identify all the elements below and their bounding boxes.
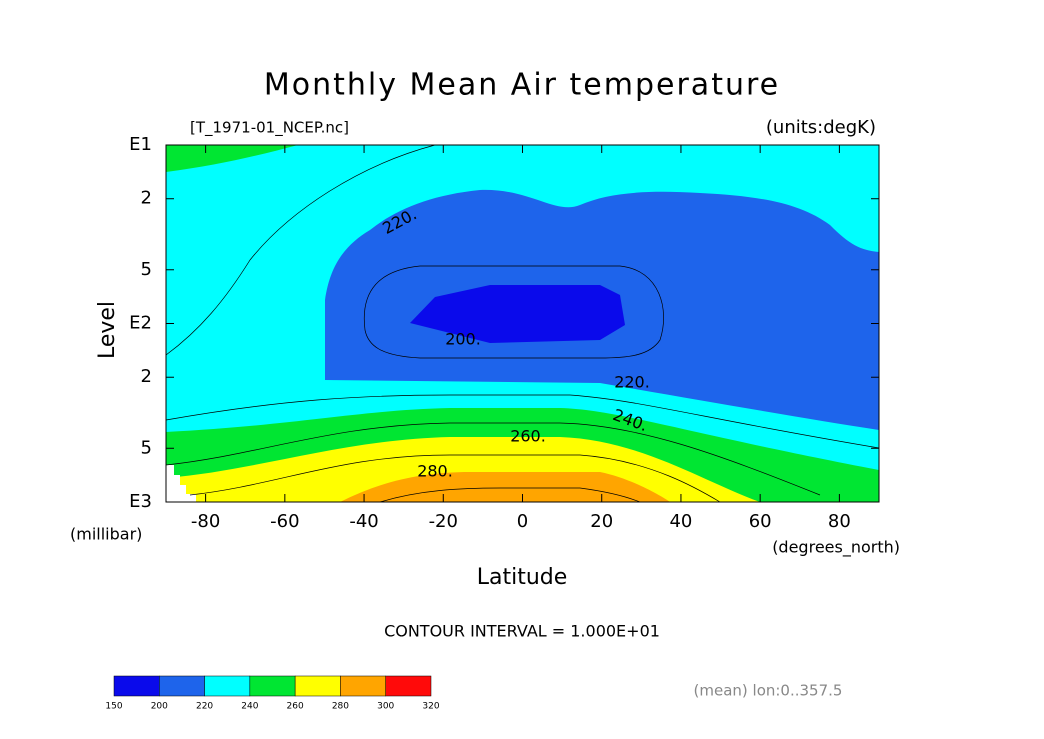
y-axis-label: Level — [95, 301, 120, 359]
x-tick-label: -60 — [270, 511, 299, 532]
colorbar-swatch — [113, 675, 160, 697]
y-tick-label: E2 — [129, 313, 152, 334]
colorbar-swatch — [249, 675, 296, 697]
colorbar-label: 150 — [105, 702, 122, 712]
contour-line — [189, 454, 721, 503]
contour-bands — [166, 145, 879, 502]
contour-band — [410, 285, 625, 343]
colorbar-label: 200 — [151, 702, 168, 712]
colorbar-label: 240 — [241, 702, 258, 712]
contour-label: 200. — [445, 330, 481, 349]
x-axis-label: Latitude — [477, 565, 568, 590]
chart-title: Monthly Mean Air temperature — [264, 68, 780, 103]
colorbar-swatch — [385, 675, 432, 697]
y-tick-label: 5 — [141, 437, 152, 458]
contour-line — [379, 487, 641, 503]
x-tick-label: -20 — [429, 511, 458, 532]
colorbar-label: 280 — [332, 702, 349, 712]
x-tick-label: 80 — [828, 511, 851, 532]
y-tick-label: 5 — [141, 259, 152, 280]
contour-band — [166, 145, 298, 172]
x-tick-label: -40 — [349, 511, 378, 532]
colorbar-swatch — [159, 675, 205, 697]
contour-interval: CONTOUR INTERVAL = 1.000E+01 — [384, 622, 660, 641]
y-tick-label: E1 — [129, 134, 152, 155]
colorbar-swatch — [294, 675, 341, 697]
x-tick-label: 20 — [590, 511, 613, 532]
subtitle-right: (units:degK) — [766, 117, 876, 138]
y-units: (millibar) — [70, 525, 142, 544]
contour-label: 220. — [614, 373, 650, 392]
contour-band — [340, 472, 670, 502]
missing-data — [166, 465, 196, 502]
colorbar-label: 220 — [196, 702, 213, 712]
contour-line — [165, 422, 821, 496]
contour-line — [363, 265, 664, 359]
footer-note: (mean) lon:0..357.5 — [694, 682, 843, 700]
x-tick-label: 40 — [669, 511, 692, 532]
x-units: (degrees_north) — [772, 538, 900, 558]
contour-label: 280. — [417, 462, 453, 481]
contour-label: 260. — [510, 427, 546, 446]
contour-line — [165, 394, 880, 449]
x-tick-label: 0 — [517, 511, 528, 532]
colorbar-label: 260 — [287, 702, 304, 712]
colorbar-label: 320 — [422, 702, 439, 712]
contour-line — [165, 144, 436, 356]
contour-lines — [165, 144, 880, 503]
x-tick-label: 60 — [749, 511, 772, 532]
x-tick-label: -80 — [191, 511, 220, 532]
colorbar-swatch — [204, 675, 251, 697]
y-tick-label: 2 — [141, 188, 152, 209]
subtitle-left: [T_1971-01_NCEP.nc] — [190, 119, 349, 138]
y-tick-label: E3 — [129, 491, 152, 512]
colorbar-label: 300 — [377, 702, 394, 712]
y-tick-label: 2 — [141, 366, 152, 387]
colorbar-swatch — [340, 675, 386, 697]
